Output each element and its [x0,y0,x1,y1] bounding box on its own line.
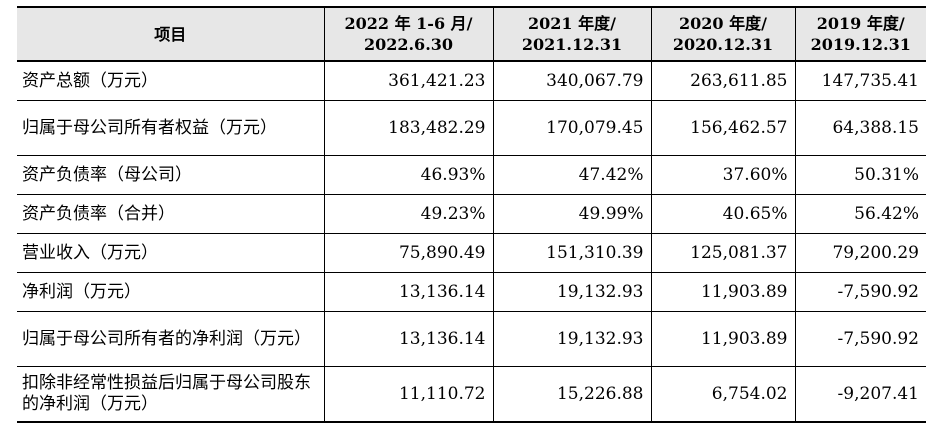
header-cell-2021: 2021 年度/ 2021.12.31 [492,6,651,62]
value-cell: 11,903.89 [650,311,795,367]
value-cell: 56.42% [794,194,926,234]
header-row: 项目 2022 年 1-6 月/ 2022.6.30 2021 年度/ 2021… [17,6,926,62]
value-cell: 13,136.14 [323,272,493,312]
table-row-debt-ratio-parent: 资产负债率（母公司） 46.93% 47.42% 37.60% 50.31% [17,155,926,195]
value-cell: 151,310.39 [492,233,651,273]
table-row-total-assets: 资产总额（万元） 361,421.23 340,067.79 263,611.8… [17,61,926,101]
value-cell: 46.93% [323,155,493,195]
row-label: 资产负债率（合并） [17,194,324,234]
row-label: 资产负债率（母公司） [17,155,324,195]
row-label: 净利润（万元） [17,272,324,312]
value-cell: 75,890.49 [323,233,493,273]
table-row-revenue: 营业收入（万元） 75,890.49 151,310.39 125,081.37… [17,233,926,273]
value-cell: -7,590.92 [794,311,926,367]
value-cell: 361,421.23 [323,61,493,101]
value-cell: 183,482.29 [323,100,493,156]
value-cell: 37.60% [650,155,795,195]
value-cell: -7,590.92 [794,272,926,312]
value-cell: 170,079.45 [492,100,651,156]
value-cell: 340,067.79 [492,61,651,101]
header-cell-2019: 2019 年度/ 2019.12.31 [794,6,926,62]
table-row-debt-ratio-consolidated: 资产负债率（合并） 49.23% 49.99% 40.65% 56.42% [17,194,926,234]
value-cell: 11,903.89 [650,272,795,312]
table-row-adjusted-net-profit: 扣除非经常性损益后归属于母公司股东的净利润（万元） 11,110.72 15,2… [17,366,926,423]
value-cell: 49.99% [492,194,651,234]
value-cell: 125,081.37 [650,233,795,273]
value-cell: 147,735.41 [794,61,926,101]
row-label: 归属于母公司所有者的净利润（万元） [17,311,324,367]
row-label: 归属于母公司所有者权益（万元） [17,100,324,156]
value-cell: 79,200.29 [794,233,926,273]
header-cell-2020: 2020 年度/ 2020.12.31 [650,6,795,62]
value-cell: 6,754.02 [650,366,795,423]
table-row-net-profit: 净利润（万元） 13,136.14 19,132.93 11,903.89 -7… [17,272,926,312]
table-row-parent-equity: 归属于母公司所有者权益（万元） 183,482.29 170,079.45 15… [17,100,926,156]
header-cell-item: 项目 [17,6,324,62]
value-cell: 19,132.93 [492,272,651,312]
value-cell: 40.65% [650,194,795,234]
value-cell: 263,611.85 [650,61,795,101]
value-cell: 47.42% [492,155,651,195]
row-label: 资产总额（万元） [17,61,324,101]
financial-summary-table: 项目 2022 年 1-6 月/ 2022.6.30 2021 年度/ 2021… [17,6,926,423]
row-label: 营业收入（万元） [17,233,324,273]
value-cell: -9,207.41 [794,366,926,423]
value-cell: 156,462.57 [650,100,795,156]
table-row-parent-net-profit: 归属于母公司所有者的净利润（万元） 13,136.14 19,132.93 11… [17,311,926,367]
value-cell: 50.31% [794,155,926,195]
value-cell: 64,388.15 [794,100,926,156]
value-cell: 49.23% [323,194,493,234]
value-cell: 15,226.88 [492,366,651,423]
value-cell: 13,136.14 [323,311,493,367]
header-cell-2022h1: 2022 年 1-6 月/ 2022.6.30 [323,6,493,62]
value-cell: 19,132.93 [492,311,651,367]
row-label: 扣除非经常性损益后归属于母公司股东的净利润（万元） [17,366,324,423]
value-cell: 11,110.72 [323,366,493,423]
